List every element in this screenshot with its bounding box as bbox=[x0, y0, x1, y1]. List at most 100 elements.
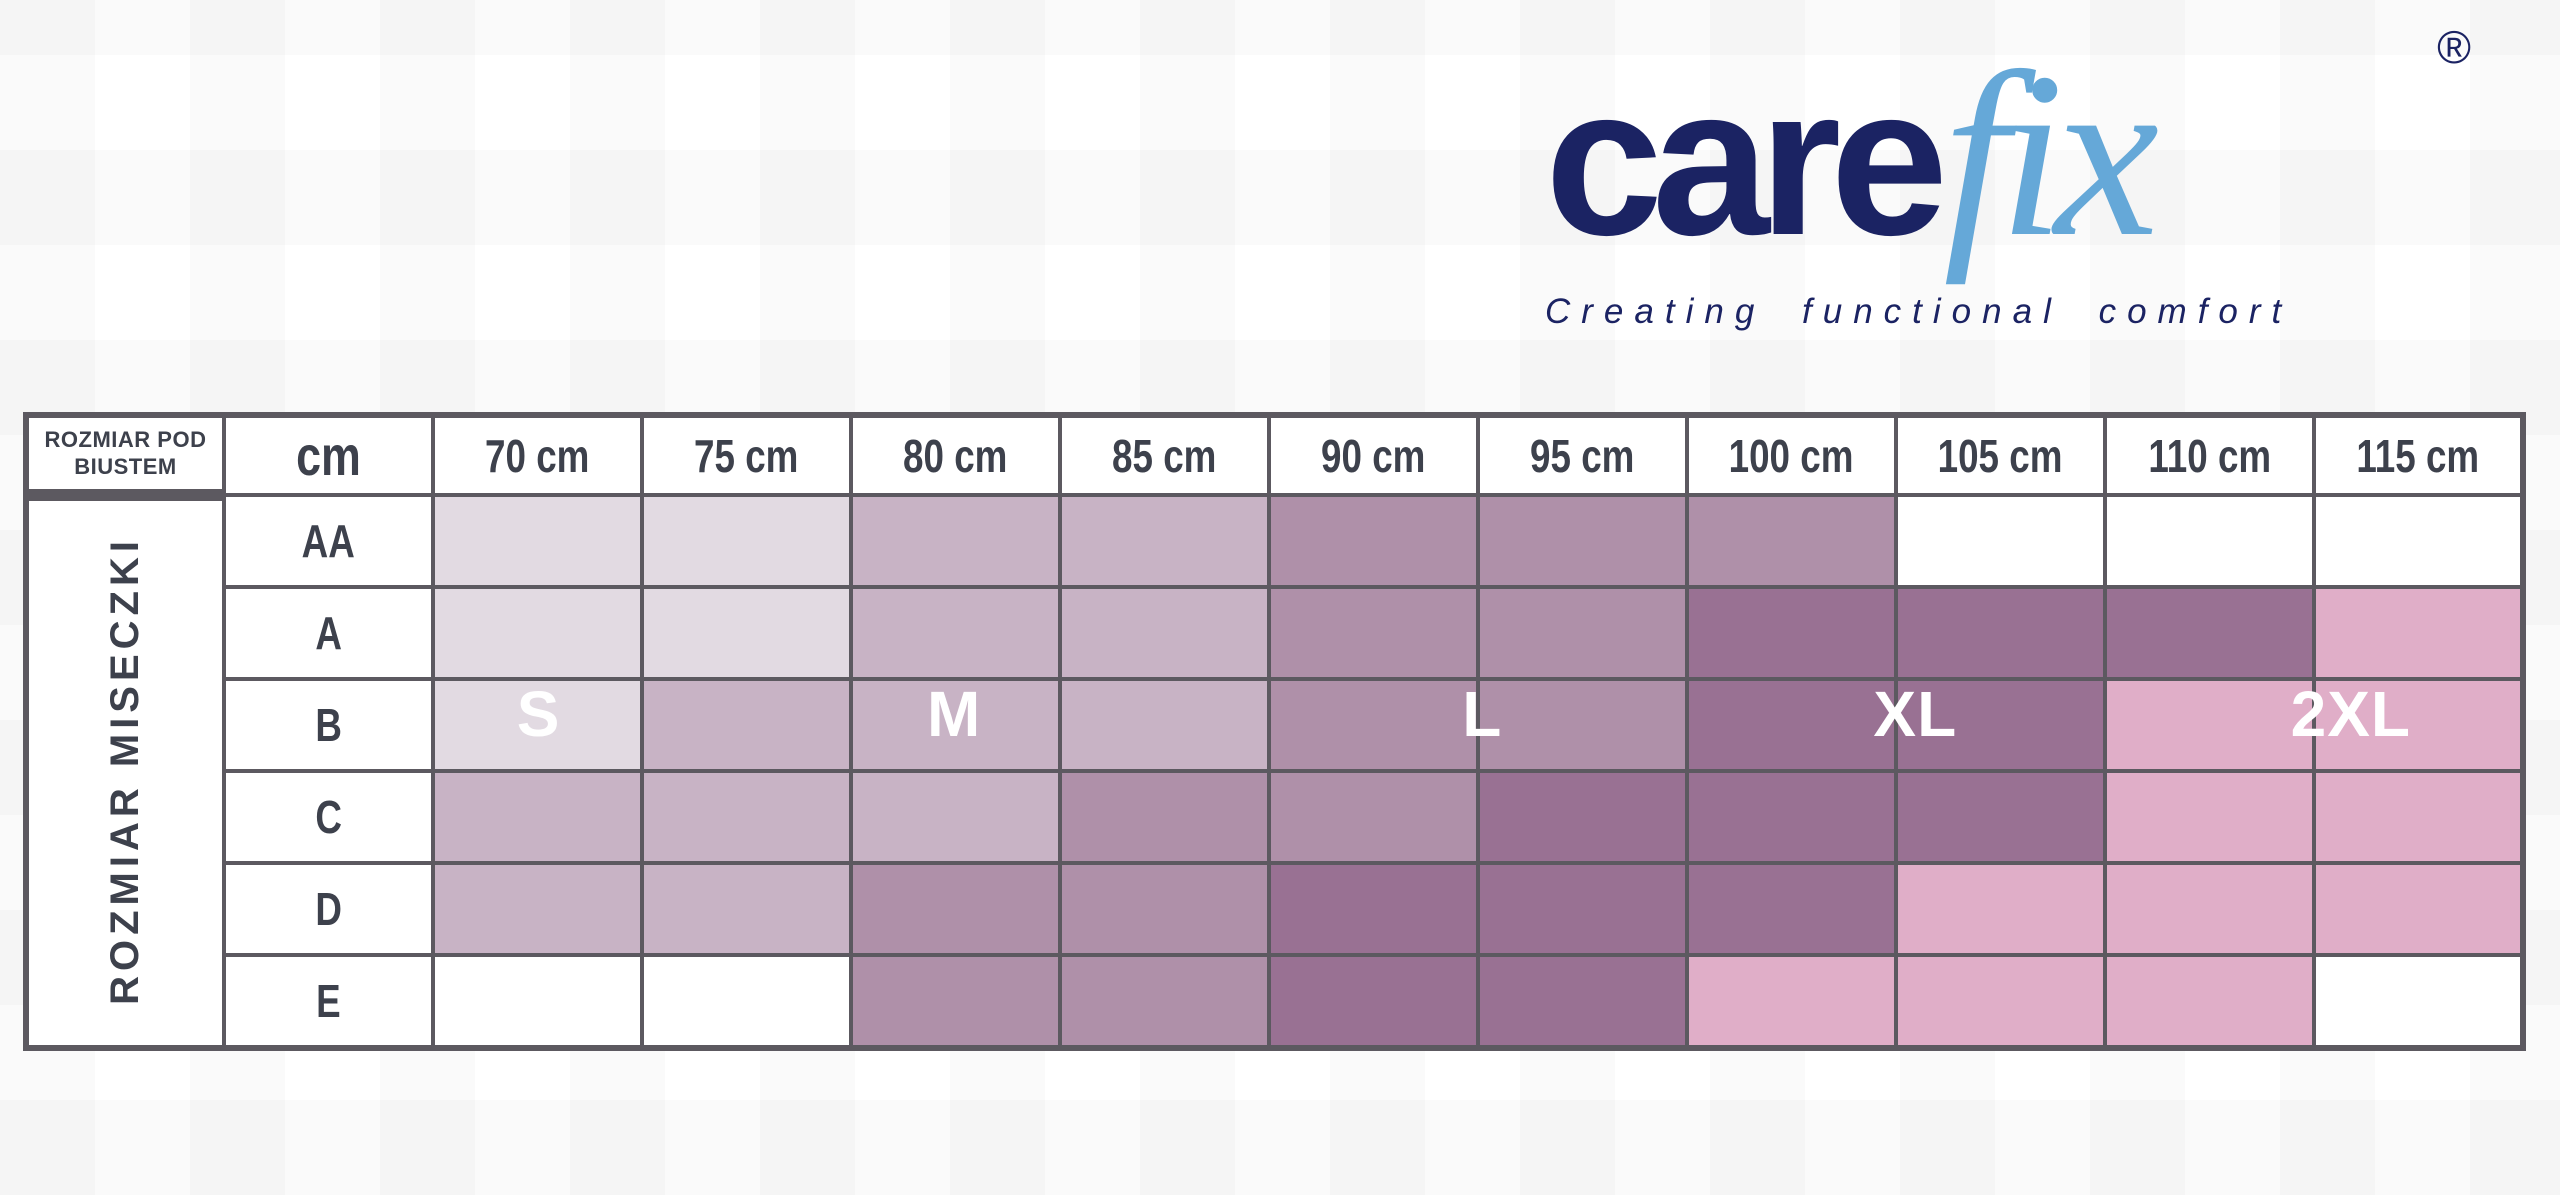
row-label-text: AA bbox=[301, 515, 356, 567]
table-cell-D-95-cm bbox=[1476, 861, 1689, 957]
brand-fix-text: fix bbox=[1943, 25, 2159, 286]
column-header-label: 105 cm bbox=[1938, 429, 2063, 482]
table-cell-C-70-cm bbox=[431, 769, 644, 865]
table-cell-C-90-cm bbox=[1267, 769, 1480, 865]
unit-header-label: cm bbox=[296, 424, 361, 487]
table-cell-C-75-cm bbox=[640, 769, 853, 865]
table-cell-D-105-cm bbox=[1894, 861, 2107, 957]
table-cell-AA-90-cm bbox=[1267, 493, 1480, 589]
table-cell-AA-110-cm bbox=[2103, 493, 2316, 589]
table-row-C: C bbox=[26, 769, 2525, 865]
table-cell-B-110-cm bbox=[2103, 677, 2316, 773]
column-header-90-cm: 90 cm bbox=[1267, 413, 1480, 497]
table-cell-D-90-cm bbox=[1267, 861, 1480, 957]
column-header-label: 75 cm bbox=[694, 429, 799, 482]
row-label-C: C bbox=[222, 769, 435, 865]
table-row-E: E bbox=[26, 953, 2525, 1050]
table-cell-D-75-cm bbox=[640, 861, 853, 957]
table-cell-B-75-cm bbox=[640, 677, 853, 773]
table-cell-B-115-cm bbox=[2312, 677, 2525, 773]
column-header-115-cm: 115 cm bbox=[2312, 413, 2525, 497]
column-header-75-cm: 75 cm bbox=[640, 413, 853, 497]
table-cell-AA-75-cm bbox=[640, 493, 853, 589]
table-cell-C-100-cm bbox=[1685, 769, 1898, 865]
column-header-105-cm: 105 cm bbox=[1894, 413, 2107, 497]
column-header-label: 85 cm bbox=[1112, 429, 1217, 482]
table-cell-AA-105-cm bbox=[1894, 493, 2107, 589]
row-label-D: D bbox=[222, 861, 435, 957]
table-row-A: A bbox=[26, 585, 2525, 681]
table-cell-E-115-cm bbox=[2312, 953, 2525, 1050]
table-cell-AA-70-cm bbox=[431, 493, 644, 589]
row-label-text: B bbox=[315, 699, 342, 751]
table-cell-C-95-cm bbox=[1476, 769, 1689, 865]
column-header-label: 70 cm bbox=[485, 429, 590, 482]
table-cell-A-110-cm bbox=[2103, 585, 2316, 681]
table-cell-A-95-cm bbox=[1476, 585, 1689, 681]
column-header-100-cm: 100 cm bbox=[1685, 413, 1898, 497]
cup-axis-label: ROZMIAR MISECZKI bbox=[103, 536, 147, 1005]
row-label-B: B bbox=[222, 677, 435, 773]
table-cell-A-75-cm bbox=[640, 585, 853, 681]
column-header-80-cm: 80 cm bbox=[849, 413, 1062, 497]
table-cell-D-110-cm bbox=[2103, 861, 2316, 957]
header-row: ROZMIAR POD BIUSTEM cm 70 cm 75 cm 80 cm 85… bbox=[24, 413, 2525, 501]
table-cell-C-115-cm bbox=[2312, 769, 2525, 865]
column-header-label: 110 cm bbox=[2148, 429, 2271, 482]
table-cell-C-80-cm bbox=[849, 769, 1062, 865]
row-label-AA: AA bbox=[222, 493, 435, 589]
table-cell-D-85-cm bbox=[1058, 861, 1271, 957]
table-cell-B-90-cm bbox=[1267, 677, 1480, 773]
table-cell-D-100-cm bbox=[1685, 861, 1898, 957]
registered-trademark-icon: ® bbox=[2437, 21, 2471, 73]
column-header-70-cm: 70 cm bbox=[431, 413, 644, 497]
column-header-label: 115 cm bbox=[2356, 429, 2480, 482]
row-label-text: E bbox=[316, 975, 341, 1027]
table-cell-B-95-cm bbox=[1476, 677, 1689, 773]
table-cell-D-70-cm bbox=[431, 861, 644, 957]
table-cell-C-110-cm bbox=[2103, 769, 2316, 865]
carefix-logo: carefix ® Creating functional comfort bbox=[1545, 24, 2471, 332]
table-cell-B-80-cm bbox=[849, 677, 1062, 773]
table-cell-E-85-cm bbox=[1058, 953, 1271, 1050]
table-cell-A-90-cm bbox=[1267, 585, 1480, 681]
table-cell-E-90-cm bbox=[1267, 953, 1480, 1050]
column-header-95-cm: 95 cm bbox=[1476, 413, 1689, 497]
row-label-E: E bbox=[222, 953, 435, 1050]
cup-axis-cell: ROZMIAR MISECZKI bbox=[24, 493, 226, 1050]
table-cell-E-105-cm bbox=[1894, 953, 2107, 1050]
table-row-B: B bbox=[26, 677, 2525, 773]
table-cell-A-100-cm bbox=[1685, 585, 1898, 681]
table-cell-E-70-cm bbox=[431, 953, 644, 1050]
table-cell-A-105-cm bbox=[1894, 585, 2107, 681]
table-cell-A-85-cm bbox=[1058, 585, 1271, 681]
table-cell-B-100-cm bbox=[1685, 677, 1898, 773]
size-chart: ROZMIAR POD BIUSTEM cm 70 cm 75 cm 80 cm 85… bbox=[23, 412, 2526, 1051]
row-label-A: A bbox=[222, 585, 435, 681]
table-cell-C-105-cm bbox=[1894, 769, 2107, 865]
table-cell-AA-95-cm bbox=[1476, 493, 1689, 589]
unit-header-cell: cm bbox=[222, 413, 435, 497]
table-cell-E-100-cm bbox=[1685, 953, 1898, 1050]
brand-tagline: Creating functional comfort bbox=[1545, 292, 2293, 331]
table-cell-AA-100-cm bbox=[1685, 493, 1898, 589]
table-row-AA: ROZMIAR MISECZKI AA bbox=[24, 493, 2525, 1050]
column-header-label: 100 cm bbox=[1729, 429, 1854, 482]
table-cell-B-85-cm bbox=[1058, 677, 1271, 773]
corner-header-cell: ROZMIAR POD BIUSTEM bbox=[24, 413, 226, 501]
table-cell-E-80-cm bbox=[849, 953, 1062, 1050]
column-header-label: 90 cm bbox=[1321, 429, 1426, 482]
table-cell-B-105-cm bbox=[1894, 677, 2107, 773]
table-cell-E-95-cm bbox=[1476, 953, 1689, 1050]
row-label-text: A bbox=[315, 607, 342, 659]
column-header-85-cm: 85 cm bbox=[1058, 413, 1271, 497]
column-header-110-cm: 110 cm bbox=[2103, 413, 2316, 497]
column-header-label: 95 cm bbox=[1530, 429, 1635, 482]
table-row-D: D bbox=[26, 861, 2525, 957]
table-cell-B-70-cm bbox=[431, 677, 644, 773]
table-cell-A-80-cm bbox=[849, 585, 1062, 681]
brand-wordmark: carefix ® bbox=[1545, 24, 2471, 279]
table-cell-A-115-cm bbox=[2312, 585, 2525, 681]
brand-care-text: care bbox=[1545, 42, 1948, 279]
